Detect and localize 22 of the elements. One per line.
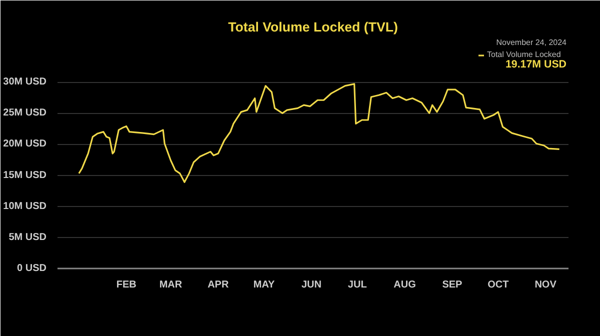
legend-label: Total Volume Locked	[487, 50, 561, 59]
y-tick-label: 15M USD	[3, 170, 47, 181]
y-tick-label: 30M USD	[3, 76, 47, 88]
annotation: 19.17M USD	[505, 58, 567, 70]
chart-title: Total Volume Locked (TVL)	[228, 20, 398, 34]
y-tick-label: 10M USD	[3, 200, 47, 212]
x-tick-label: NOV	[534, 280, 557, 290]
y-tick-label: 0 USD	[17, 263, 46, 274]
x-tick-label: FEB	[116, 280, 136, 290]
x-tick-label: APR	[208, 280, 230, 290]
x-tick-label: MAR	[159, 280, 183, 290]
line-series	[78, 83, 560, 183]
annotation: November 24, 2024	[496, 38, 568, 47]
x-tick-label: JUL	[348, 280, 367, 290]
y-tick-label: 5M USD	[8, 232, 47, 243]
x-tick-label: SEP	[442, 280, 463, 290]
x-tick-label: OCT	[488, 280, 509, 290]
x-tick-label: AUG	[394, 280, 416, 290]
y-tick-label: 25M USD	[3, 108, 47, 119]
x-tick-label: JUN	[301, 280, 322, 290]
x-tick-label: MAY	[253, 280, 276, 290]
y-tick-label: 20M USD	[3, 138, 47, 150]
